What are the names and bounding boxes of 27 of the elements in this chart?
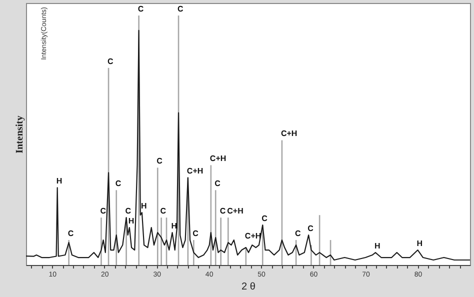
- annotation: C: [138, 4, 144, 14]
- annotation: C: [125, 206, 132, 216]
- annotation: C+H: [186, 166, 204, 176]
- annotation: C: [68, 229, 74, 238]
- annotation: H: [416, 239, 423, 248]
- annotation: C: [295, 229, 302, 238]
- annotation: C+H: [280, 129, 298, 138]
- annotation: C: [160, 206, 166, 216]
- annotation: C: [115, 179, 122, 188]
- annotation: C: [220, 206, 226, 216]
- annotation: C: [178, 4, 184, 14]
- annotation: H: [374, 242, 380, 251]
- annotation: C: [214, 179, 221, 188]
- annotation: C: [156, 156, 163, 166]
- annotation: C: [100, 206, 106, 216]
- y-axis-title: Intensity: [14, 116, 26, 154]
- annotation: H: [140, 202, 147, 211]
- annotation: C: [308, 224, 314, 234]
- x-axis-title: 2 θ: [242, 282, 256, 292]
- annotation: H: [128, 216, 134, 226]
- annotation: H: [56, 176, 62, 186]
- annotation: H: [171, 222, 178, 231]
- annotation: C: [262, 214, 268, 224]
- annotation: C: [108, 56, 114, 66]
- annotation: C: [192, 229, 199, 238]
- annotation: C+H: [210, 154, 226, 164]
- annotation: C+H: [227, 206, 244, 216]
